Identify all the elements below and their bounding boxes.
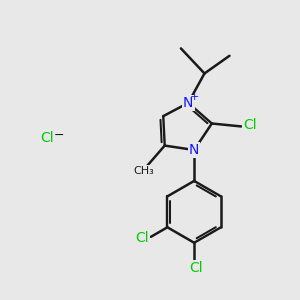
Text: Cl: Cl — [135, 231, 149, 245]
Text: Cl: Cl — [243, 118, 257, 132]
Text: Cl: Cl — [189, 261, 202, 275]
Text: N: N — [189, 143, 200, 157]
Text: Cl: Cl — [40, 131, 54, 145]
Text: −: − — [54, 129, 64, 142]
Text: +: + — [190, 92, 200, 102]
Text: N: N — [183, 96, 194, 110]
Text: CH₃: CH₃ — [134, 166, 154, 176]
